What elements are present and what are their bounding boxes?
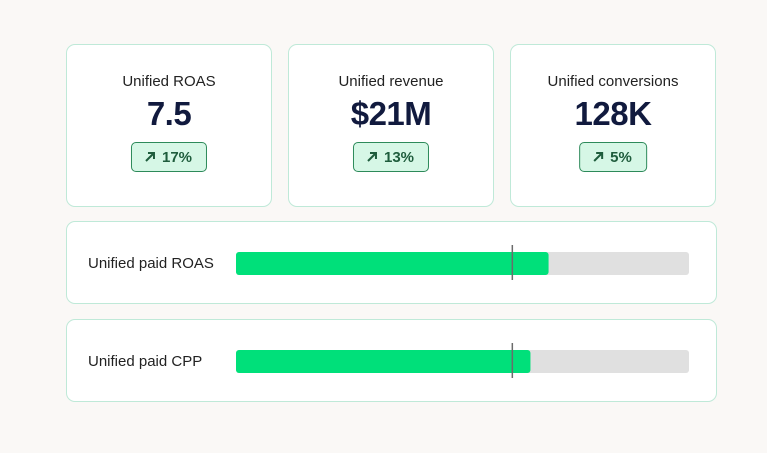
kpi-value: 7.5 bbox=[146, 95, 192, 132]
bullet-label: Unified paid ROAS bbox=[88, 255, 214, 272]
kpi-label: Unified conversions bbox=[547, 73, 679, 90]
bullet-fill bbox=[236, 350, 531, 373]
kpi-label: Unified revenue bbox=[338, 73, 444, 90]
bullet-label: Unified paid CPP bbox=[88, 353, 203, 370]
bullet-fill bbox=[236, 252, 549, 275]
kpi-value: $21M bbox=[350, 95, 432, 132]
arrow-icon bbox=[593, 152, 604, 162]
kpi-change-text: 13% bbox=[383, 148, 415, 166]
kpi-change: 13% bbox=[352, 142, 430, 172]
arrow-icon bbox=[367, 152, 377, 162]
kpi-card: Unified conversions 128K 5% bbox=[510, 44, 716, 207]
kpi-change-text: 17% bbox=[161, 148, 193, 166]
kpi-change: 17% bbox=[130, 142, 208, 172]
kpi-value: 128K bbox=[574, 95, 652, 132]
kpi-label: Unified ROAS bbox=[122, 73, 216, 90]
bullet-row: Unified paid ROAS bbox=[66, 221, 717, 304]
kpi-change-text: 5% bbox=[610, 148, 632, 166]
bullet-row: Unified paid CPP bbox=[66, 319, 717, 402]
kpi-card: Unified ROAS 7.5 17% bbox=[66, 44, 272, 207]
kpi-card: Unified revenue $21M 13% bbox=[288, 44, 494, 207]
bullet-chart bbox=[236, 343, 689, 378]
kpi-change: 5% bbox=[579, 142, 647, 172]
bullet-chart bbox=[236, 245, 689, 280]
arrow-icon bbox=[145, 152, 155, 162]
